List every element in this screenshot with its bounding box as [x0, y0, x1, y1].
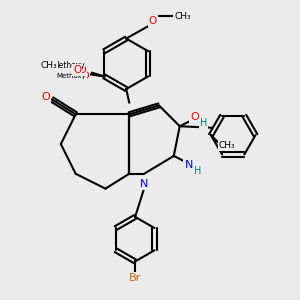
Text: O: O: [73, 65, 81, 75]
Text: CH₃: CH₃: [219, 141, 236, 150]
Text: CH₃: CH₃: [174, 12, 191, 21]
Text: H: H: [200, 118, 207, 128]
Text: O: O: [190, 112, 199, 122]
Text: Methoxy: Methoxy: [56, 73, 86, 79]
Text: H: H: [194, 166, 201, 176]
Text: O: O: [149, 16, 157, 26]
Text: Methoxy: Methoxy: [52, 61, 85, 70]
Text: N: N: [184, 160, 193, 170]
Text: O: O: [80, 71, 89, 81]
Text: N: N: [140, 179, 148, 189]
Text: O: O: [42, 92, 50, 101]
Text: O: O: [77, 65, 86, 75]
Text: CH₃: CH₃: [40, 61, 57, 70]
Text: Br: Br: [129, 273, 141, 283]
